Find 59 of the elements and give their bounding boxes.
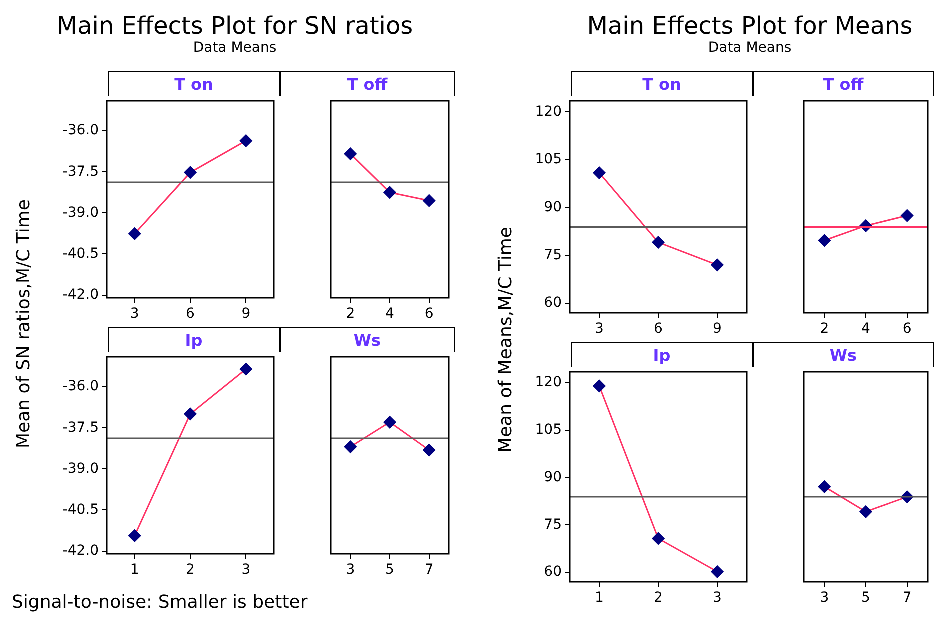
chart-title: Ws: [753, 342, 934, 367]
text: Main Effects Plot for Means: [586, 12, 914, 40]
y-tick-label: -36.0: [62, 378, 99, 395]
x-tick-label: 3: [595, 321, 604, 338]
x-tick-label: 3: [130, 306, 140, 322]
chart-title: Ip: [108, 327, 280, 352]
y-tick-label: -36.0: [62, 122, 99, 139]
y-tick-label: 105: [535, 152, 562, 168]
x-tick-label: 2: [346, 306, 356, 322]
y-tick-label: -40.5: [62, 246, 99, 262]
chart-title: T off: [753, 71, 934, 96]
x-tick-label: 3: [242, 562, 251, 578]
chart-title: T off: [280, 71, 455, 96]
y-tick-label: 60: [544, 564, 562, 580]
x-tick-label: 6: [186, 306, 196, 322]
y-tick-label: 60: [544, 295, 562, 312]
y-tick-label: 75: [544, 516, 562, 533]
x-tick-label: 6: [424, 306, 434, 322]
chart-title: T on: [108, 71, 280, 96]
y-tick-label: -37.5: [62, 164, 99, 180]
x-tick-label: 2: [186, 562, 195, 578]
y-tick-label: -40.5: [62, 502, 99, 518]
x-tick-label: 6: [902, 321, 912, 338]
text: Main Effects Plot for SN ratios: [56, 12, 414, 40]
y-tick-label: -37.5: [62, 420, 99, 436]
text: Mean of SN ratios,M/C Time: [14, 200, 34, 448]
chart-title: T on: [571, 71, 753, 96]
y-tick-label: 105: [535, 422, 562, 438]
y-tick-label: 120: [535, 104, 562, 120]
y-tick-label: -42.0: [62, 286, 99, 303]
x-tick-label: 2: [820, 321, 830, 338]
x-tick-label: 7: [424, 562, 434, 578]
x-tick-label: 3: [346, 562, 356, 578]
x-tick-label: 9: [713, 321, 722, 338]
x-tick-label: 5: [862, 590, 870, 606]
text: Signal-to-noise: Smaller is better: [12, 592, 308, 613]
x-tick-label: 4: [862, 321, 871, 338]
y-tick-label: 90: [544, 469, 562, 486]
x-tick-label: 2: [654, 590, 663, 606]
y-tick-label: -42.0: [62, 542, 99, 559]
x-tick-label: 3: [713, 590, 722, 606]
x-tick-label: 9: [242, 306, 251, 322]
text: Mean of Means,M/C Time: [496, 227, 516, 453]
y-tick-label: 75: [544, 247, 562, 264]
x-tick-label: 3: [820, 590, 830, 606]
chart-title: Ip: [571, 342, 753, 367]
x-tick-label: 4: [386, 306, 395, 322]
y-tick-label: -39.0: [62, 204, 99, 221]
text: Data Means: [707, 40, 793, 56]
y-tick-label: -39.0: [62, 460, 99, 477]
x-tick-label: 7: [902, 590, 912, 606]
y-tick-label: 120: [535, 374, 562, 391]
x-tick-label: 1: [595, 590, 604, 606]
x-tick-label: 6: [654, 321, 664, 338]
x-tick-label: 1: [130, 562, 140, 578]
chart-title: Ws: [280, 327, 455, 352]
y-tick-label: 90: [544, 199, 562, 216]
text: Data Means: [192, 40, 278, 56]
x-tick-label: 5: [386, 562, 394, 578]
